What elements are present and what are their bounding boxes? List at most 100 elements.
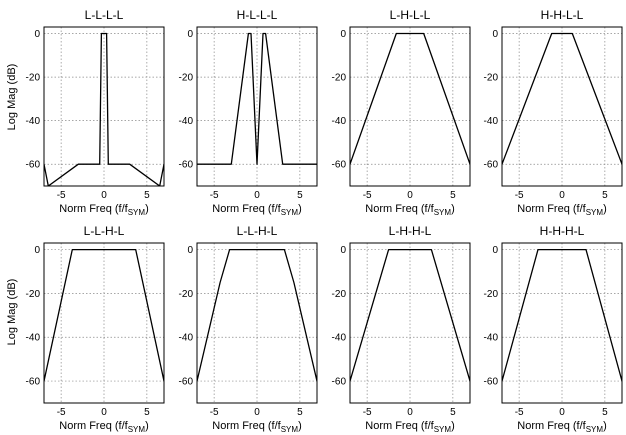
x-axis-label-subscript: SYM bbox=[128, 208, 146, 217]
x-axis-label-close: ) bbox=[145, 203, 149, 215]
y-tick-label: -20 bbox=[484, 73, 499, 84]
x-axis-label-close: ) bbox=[298, 203, 302, 215]
y-tick-label: -60 bbox=[179, 377, 194, 388]
plot-frame bbox=[43, 242, 165, 404]
chart-title: L-L-H-L bbox=[84, 224, 125, 238]
x-tick-label: 5 bbox=[602, 407, 608, 418]
y-tick-label: -20 bbox=[26, 73, 41, 84]
y-tick-label: -60 bbox=[332, 377, 347, 388]
x-tick-label: -5 bbox=[57, 407, 66, 418]
x-tick-label: 0 bbox=[254, 407, 260, 418]
chart-title: H-L-L-L bbox=[237, 8, 278, 22]
x-tick-label: 0 bbox=[407, 190, 413, 201]
x-tick-label: -5 bbox=[210, 407, 219, 418]
chart-title: H-H-L-L bbox=[541, 8, 584, 22]
y-tick-label: -60 bbox=[484, 160, 499, 171]
y-tick-label: 0 bbox=[34, 245, 40, 256]
chart-title: L-H-L-L bbox=[390, 8, 431, 22]
x-tick-label: 5 bbox=[450, 407, 456, 418]
chart-panel: H-H-L-L -5 0 5 0 -20 -40 -60 Norm Freq (f/fSYM) bbox=[484, 8, 623, 217]
chart-panel: L-H-H-L -5 0 5 0 -20 -40 -60 Norm Freq (f/fSYM) bbox=[332, 224, 471, 434]
x-axis-label-subscript: SYM bbox=[281, 208, 299, 217]
chart-panel: H-H-H-L -5 0 5 0 -20 -40 -60 Norm Freq (f/fSYM) bbox=[484, 224, 623, 434]
x-tick-label: 5 bbox=[144, 407, 150, 418]
x-axis-label: Norm Freq (f/fSYM) bbox=[517, 420, 606, 434]
chart-title: L-H-H-L bbox=[389, 224, 432, 238]
x-tick-label: 5 bbox=[602, 190, 608, 201]
y-tick-label: 0 bbox=[34, 29, 40, 40]
y-tick-label: 0 bbox=[187, 29, 193, 40]
y-tick-label: -20 bbox=[179, 73, 194, 84]
x-tick-label: -5 bbox=[363, 407, 372, 418]
x-axis-label: Norm Freq (f/fSYM) bbox=[365, 203, 454, 217]
plot-frame bbox=[349, 242, 471, 404]
y-tick-label: -20 bbox=[484, 289, 499, 300]
series-line bbox=[44, 32, 164, 186]
y-tick-label: -60 bbox=[332, 160, 347, 171]
plot-frame bbox=[196, 242, 318, 404]
chart-panel: L-L-H-L -5 0 5 0 -20 -40 -60 Norm Freq (f/fSYM) bbox=[179, 224, 318, 434]
x-axis-label: Norm Freq (f/fSYM) bbox=[517, 203, 606, 217]
plot-frame bbox=[501, 242, 623, 404]
x-axis-label: Norm Freq (f/fSYM) bbox=[59, 420, 148, 434]
chart-title: H-H-H-L bbox=[540, 224, 585, 238]
x-axis-label-close: ) bbox=[603, 420, 607, 432]
y-tick-label: -40 bbox=[179, 116, 194, 127]
y-tick-label: -20 bbox=[179, 289, 194, 300]
chart-panel: L-H-L-L -5 0 5 0 -20 -40 -60 Norm Freq (f/fSYM) bbox=[332, 8, 471, 217]
y-tick-label: 0 bbox=[340, 29, 346, 40]
y-tick-label: -60 bbox=[26, 160, 41, 171]
series-line bbox=[502, 32, 622, 165]
x-axis-label: Norm Freq (f/fSYM) bbox=[365, 420, 454, 434]
series-line bbox=[502, 248, 622, 382]
x-axis-label-subscript: SYM bbox=[281, 425, 299, 434]
series-line bbox=[44, 248, 164, 382]
y-tick-label: 0 bbox=[492, 29, 498, 40]
x-tick-label: 5 bbox=[144, 190, 150, 201]
x-axis-label-subscript: SYM bbox=[434, 425, 452, 434]
y-tick-label: -40 bbox=[179, 333, 194, 344]
y-tick-label: -20 bbox=[332, 289, 347, 300]
x-tick-label: 5 bbox=[450, 190, 456, 201]
x-tick-label: -5 bbox=[210, 190, 219, 201]
y-tick-label: -60 bbox=[179, 160, 194, 171]
plot-frame bbox=[501, 26, 623, 187]
x-axis-label-subscript: SYM bbox=[128, 425, 146, 434]
y-tick-label: -40 bbox=[484, 116, 499, 127]
y-tick-label: 0 bbox=[492, 245, 498, 256]
chart-panel: L-L-L-L -5 0 5 0 -20 -40 -60 Norm Freq (f/fSYM) bbox=[26, 8, 165, 217]
chart-panel: H-L-L-L -5 0 5 0 -20 -40 -60 Norm Freq (f/fSYM) bbox=[179, 8, 318, 217]
x-tick-label: 0 bbox=[254, 190, 260, 201]
y-tick-label: -60 bbox=[26, 377, 41, 388]
y-tick-label: 0 bbox=[187, 245, 193, 256]
x-axis-label: Norm Freq (f/fSYM) bbox=[212, 203, 301, 217]
chart-title: L-L-L-L bbox=[85, 8, 124, 22]
series-line bbox=[350, 32, 470, 165]
x-axis-label-close: ) bbox=[451, 420, 455, 432]
x-tick-label: 0 bbox=[559, 407, 565, 418]
y-tick-label: -40 bbox=[332, 116, 347, 127]
x-tick-label: 5 bbox=[297, 190, 303, 201]
x-axis-label-close: ) bbox=[451, 203, 455, 215]
series-line bbox=[197, 248, 317, 382]
plot-frame bbox=[196, 26, 318, 187]
y-tick-label: -40 bbox=[332, 333, 347, 344]
x-tick-label: -5 bbox=[515, 407, 524, 418]
y-tick-label: -40 bbox=[26, 333, 41, 344]
x-tick-label: -5 bbox=[515, 190, 524, 201]
series-line bbox=[350, 248, 470, 382]
chart-panel: L-L-H-L -5 0 5 0 -20 -40 -60 Norm Freq (f/fSYM) bbox=[26, 224, 165, 434]
x-axis-label-subscript: SYM bbox=[586, 425, 604, 434]
x-tick-label: 0 bbox=[101, 407, 107, 418]
y-tick-label: 0 bbox=[340, 245, 346, 256]
y-tick-label: -40 bbox=[484, 333, 499, 344]
plot-frame bbox=[43, 26, 165, 187]
x-tick-label: 0 bbox=[407, 407, 413, 418]
x-axis-label-subscript: SYM bbox=[434, 208, 452, 217]
x-tick-label: 5 bbox=[297, 407, 303, 418]
x-axis-label-subscript: SYM bbox=[586, 208, 604, 217]
x-axis-label-close: ) bbox=[603, 203, 607, 215]
y-tick-label: -60 bbox=[484, 377, 499, 388]
